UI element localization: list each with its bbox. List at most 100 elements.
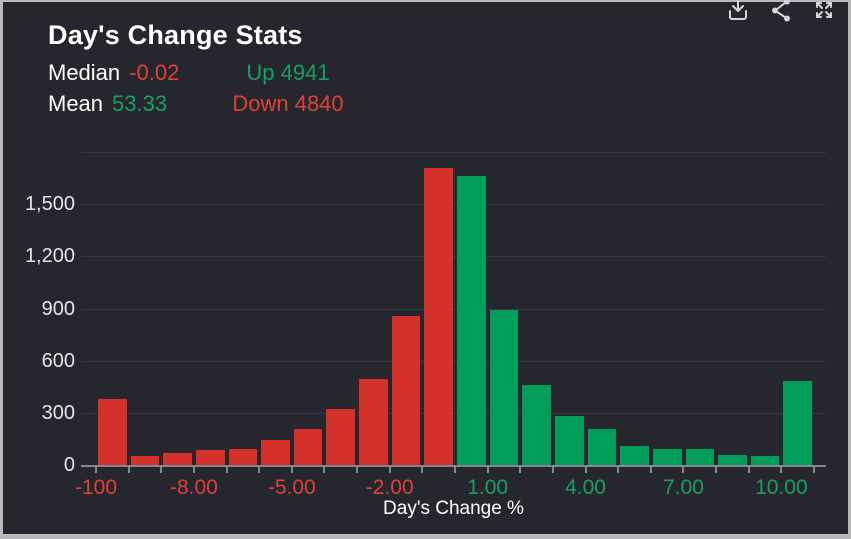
gridline	[81, 412, 826, 414]
x-tick-mark	[192, 467, 195, 473]
x-tick-mark	[617, 467, 620, 473]
median-row: Median -0.02 Up 4941	[48, 57, 330, 88]
x-axis-tick-label: -2.00	[365, 476, 414, 499]
histogram-bar-slot	[520, 140, 553, 466]
x-tick-mark	[290, 467, 293, 473]
histogram-bar[interactable]	[424, 167, 454, 466]
page-title: Day's Change Stats	[48, 20, 303, 50]
histogram-bar[interactable]	[293, 428, 323, 466]
x-tick-mark	[813, 467, 815, 473]
histogram-bar-slot	[488, 140, 521, 466]
median-value: -0.02	[129, 60, 180, 85]
x-axis-tick-label: -8.00	[169, 476, 218, 499]
x-tick-mark	[95, 467, 97, 473]
histogram-bar-slot	[259, 140, 292, 466]
histogram-bar-slot	[553, 140, 586, 466]
histogram-bar-slot	[651, 140, 684, 466]
x-tick-mark	[519, 467, 522, 473]
histogram-bar[interactable]	[718, 454, 747, 466]
histogram-bar[interactable]	[228, 449, 258, 466]
histogram-bar-slot	[292, 140, 325, 466]
x-tick-mark	[649, 467, 652, 473]
histogram-bar[interactable]	[130, 456, 160, 466]
histogram-bar-slot	[96, 140, 129, 466]
x-tick-mark	[127, 467, 130, 473]
histogram-bar[interactable]	[652, 448, 682, 466]
x-tick-mark	[551, 467, 554, 473]
histogram-bar-slot	[129, 140, 162, 466]
y-axis-tick-label: 1,200	[24, 245, 75, 268]
histogram-bar[interactable]	[326, 408, 356, 466]
x-axis-tick-label: -5.00	[267, 476, 316, 499]
x-axis-tick-label: 4.00	[565, 476, 606, 499]
up-count: Up 4941	[246, 60, 330, 85]
histogram-bar[interactable]	[783, 380, 813, 466]
histogram-bar-slot	[781, 140, 814, 466]
expand-button[interactable]	[812, 0, 836, 23]
x-tick-mark	[225, 467, 228, 473]
gridline	[81, 152, 826, 153]
histogram-bar-slot	[390, 140, 423, 466]
chart-toolbar	[726, 0, 836, 23]
histogram-bar-slot	[357, 140, 390, 466]
histogram-bar-slot	[716, 140, 749, 466]
histogram-bar[interactable]	[685, 449, 715, 466]
histogram-bar[interactable]	[359, 379, 388, 466]
x-tick-mark	[454, 467, 456, 473]
histogram-bar[interactable]	[554, 416, 584, 466]
x-axis-title: Day's Change %	[383, 498, 524, 519]
y-axis-tick-label: 0	[63, 454, 75, 476]
gridline	[81, 256, 826, 258]
download-icon	[729, 0, 747, 20]
expand-icon	[816, 2, 832, 18]
histogram-bar[interactable]	[620, 446, 649, 466]
histogram-bar[interactable]	[489, 309, 519, 466]
histogram-bar[interactable]	[457, 175, 486, 466]
histogram-bar-slot	[455, 140, 488, 466]
x-axis-tick-label: -100	[74, 476, 118, 499]
mean-row: Mean 53.33 Down 4840	[48, 88, 344, 119]
histogram-bar-slot	[618, 140, 651, 466]
histogram-bar-slot	[684, 140, 717, 466]
histogram-bar[interactable]	[587, 429, 617, 466]
x-tick-marks	[95, 466, 815, 473]
x-axis-tick-label: 1.00	[467, 476, 509, 499]
x-tick-mark	[682, 467, 685, 473]
plot-area: -100 -8.00 -5.00 -2.00 1.00 4.00 7.00 10.00 Day…	[75, 140, 826, 519]
histogram-bar-slot	[161, 140, 194, 466]
x-tick-mark	[715, 467, 718, 473]
gridline	[81, 360, 826, 362]
histogram-bar[interactable]	[163, 452, 192, 466]
share-icon	[772, 0, 790, 22]
histogram-bar[interactable]	[195, 450, 225, 466]
x-tick-mark	[356, 467, 359, 473]
x-axis-tick-label: 10.00	[755, 476, 808, 499]
x-tick-mark	[258, 467, 261, 473]
x-tick-mark	[584, 467, 587, 473]
y-axis-tick-label: 300	[41, 401, 75, 424]
y-axis-labels: 0 300 600 900 1,200 1,500	[3, 140, 75, 476]
histogram-bar[interactable]	[750, 456, 780, 466]
x-tick-mark	[486, 467, 489, 473]
histogram-bar[interactable]	[98, 399, 127, 466]
download-button[interactable]	[726, 0, 750, 23]
x-tick-mark	[323, 467, 326, 473]
x-tick-mark	[388, 467, 391, 473]
histogram-bar-slot	[324, 140, 357, 466]
histogram-bar[interactable]	[261, 439, 290, 466]
x-tick-mark	[780, 467, 783, 473]
histogram-bar-slot	[227, 140, 260, 466]
histogram-bars	[96, 140, 814, 466]
histogram-bar[interactable]	[391, 315, 421, 466]
histogram-bar-slot	[422, 140, 455, 466]
y-axis-tick-label: 900	[41, 297, 75, 320]
x-axis-line	[81, 465, 826, 467]
histogram-bar-slot	[749, 140, 782, 466]
share-button[interactable]	[769, 0, 793, 23]
histogram-bar[interactable]	[522, 385, 551, 466]
down-count: Down 4840	[232, 91, 344, 116]
x-tick-mark	[160, 467, 163, 473]
mean-label: Mean	[48, 91, 104, 116]
stats-summary: Median -0.02 Up 4941 Mean 53.33 Down 4840	[48, 57, 344, 119]
x-axis-tick-label: 7.00	[663, 476, 704, 499]
